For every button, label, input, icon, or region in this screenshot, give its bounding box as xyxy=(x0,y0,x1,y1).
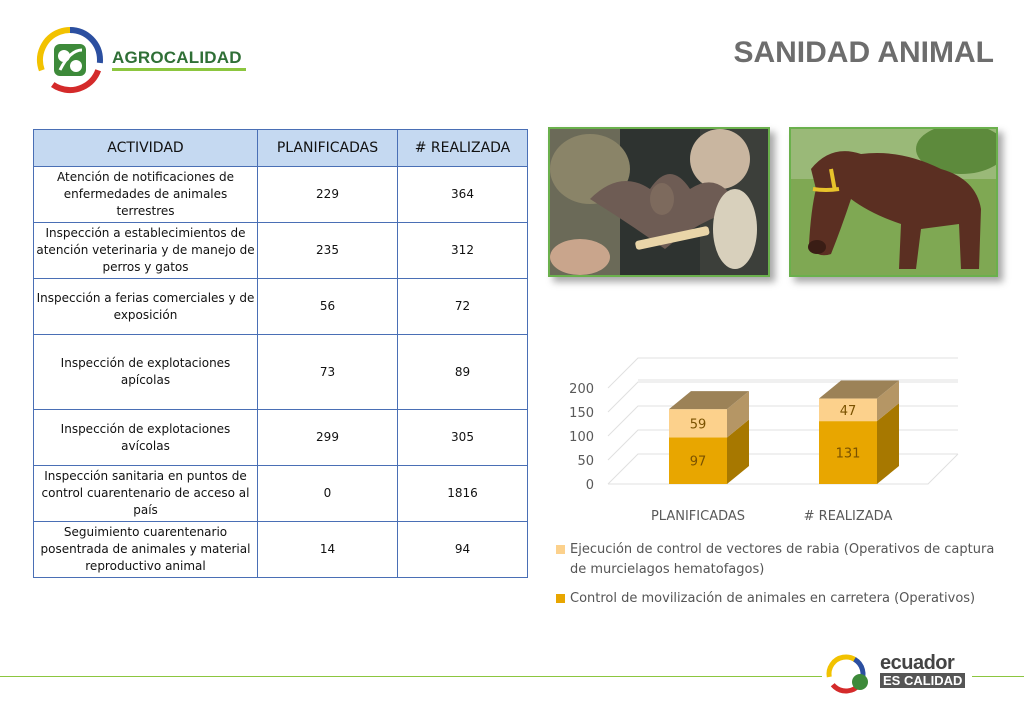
activity-cell: Inspección sanitaria en puntos de contro… xyxy=(33,465,258,522)
gridline xyxy=(607,405,958,437)
table-row: Inspección de explotaciones apícolas 73 … xyxy=(33,334,528,410)
legend-item-rabia: Ejecución de control de vectores de rabi… xyxy=(556,540,996,580)
agrocalidad-logo xyxy=(37,27,103,93)
gridline xyxy=(607,429,958,461)
y-tick-label: 200 xyxy=(569,382,594,397)
x-axis-labels: PLANIFICADAS # REALIZADA xyxy=(651,509,892,524)
bar-data-label: 59 xyxy=(690,417,707,432)
header-planificadas: PLANIFICADAS xyxy=(257,129,398,167)
planned-cell: 73 xyxy=(257,334,398,410)
table-header-row: ACTIVIDAD PLANIFICADAS # REALIZADA xyxy=(33,129,528,167)
done-cell: 312 xyxy=(397,222,528,279)
gridline xyxy=(607,357,958,389)
x-category-label: # REALIZADA xyxy=(804,509,893,524)
y-tick-label: 100 xyxy=(569,430,594,445)
gridline xyxy=(607,381,958,413)
stacked-bar-chart: 0 50 100 150 200 97 59 131 47 PLANIFICADAS # REA… xyxy=(569,357,959,524)
brand-underline xyxy=(112,68,246,71)
header-realizada: # REALIZADA xyxy=(397,129,528,167)
legend-label: Ejecución de control de vectores de rabi… xyxy=(570,542,995,577)
planned-cell: 229 xyxy=(257,166,398,223)
done-cell: 364 xyxy=(397,166,528,223)
bar-data-label: 131 xyxy=(836,447,861,462)
x-category-label: PLANIFICADAS xyxy=(651,509,745,524)
page-title: SANIDAD ANIMAL xyxy=(733,36,994,69)
chart-grid xyxy=(607,357,959,485)
footer-brand-line1: ecuador xyxy=(880,652,955,674)
table-row: Inspección a establecimientos de atenció… xyxy=(33,222,528,279)
bar-0-series-1 xyxy=(669,391,749,438)
done-cell: 94 xyxy=(397,521,528,578)
legend-swatch xyxy=(556,545,565,554)
bar-data-label: 97 xyxy=(690,455,707,470)
y-tick-label: 150 xyxy=(569,406,594,421)
table-row: Inspección de explotaciones avícolas 299… xyxy=(33,409,528,466)
activity-cell: Atención de notificaciones de enfermedad… xyxy=(33,166,258,223)
table-row: Inspección a ferias comerciales y de exp… xyxy=(33,278,528,335)
table-row: Seguimiento cuarentenario posentrada de … xyxy=(33,521,528,578)
y-axis-ticks: 0 50 100 150 200 xyxy=(569,382,594,493)
done-cell: 1816 xyxy=(397,465,528,522)
activity-cell: Seguimiento cuarentenario posentrada de … xyxy=(33,521,258,578)
gridline xyxy=(607,453,958,485)
activity-cell: Inspección de explotaciones apícolas xyxy=(33,334,258,410)
legend-swatch xyxy=(556,594,565,603)
activity-table: ACTIVIDAD PLANIFICADAS # REALIZADA Atenc… xyxy=(33,129,528,578)
y-tick-label: 50 xyxy=(577,454,594,469)
bar-data-label: 47 xyxy=(840,404,857,419)
activity-cell: Inspección a establecimientos de atenció… xyxy=(33,222,258,279)
chart-bars: 97 59 131 47 xyxy=(669,380,899,484)
activity-cell: Inspección de explotaciones avícolas xyxy=(33,409,258,466)
footer-brand-line2: ES CALIDAD xyxy=(880,673,966,688)
header-actividad: ACTIVIDAD xyxy=(33,129,258,167)
bar-1-series-0 xyxy=(819,403,899,484)
legend-label: Control de movilización de animales en c… xyxy=(570,591,976,606)
bar-1-series-1 xyxy=(819,380,899,422)
footer-divider xyxy=(0,676,1024,677)
table-row: Inspección sanitaria en puntos de contro… xyxy=(33,465,528,522)
horse-photo xyxy=(789,127,998,277)
bar-0-series-0 xyxy=(669,419,749,484)
y-tick-label: 0 xyxy=(586,478,594,493)
planned-cell: 299 xyxy=(257,409,398,466)
done-cell: 72 xyxy=(397,278,528,335)
done-cell: 89 xyxy=(397,334,528,410)
brand-name: AGROCALIDAD xyxy=(112,48,242,67)
planned-cell: 235 xyxy=(257,222,398,279)
activity-cell: Inspección a ferias comerciales y de exp… xyxy=(33,278,258,335)
planned-cell: 0 xyxy=(257,465,398,522)
planned-cell: 56 xyxy=(257,278,398,335)
planned-cell: 14 xyxy=(257,521,398,578)
legend-item-movilizacion: Control de movilización de animales en c… xyxy=(556,589,996,609)
bat-photo xyxy=(548,127,770,277)
chart-legend: Ejecución de control de vectores de rabi… xyxy=(556,540,996,618)
table-row: Atención de notificaciones de enfermedad… xyxy=(33,166,528,223)
done-cell: 305 xyxy=(397,409,528,466)
